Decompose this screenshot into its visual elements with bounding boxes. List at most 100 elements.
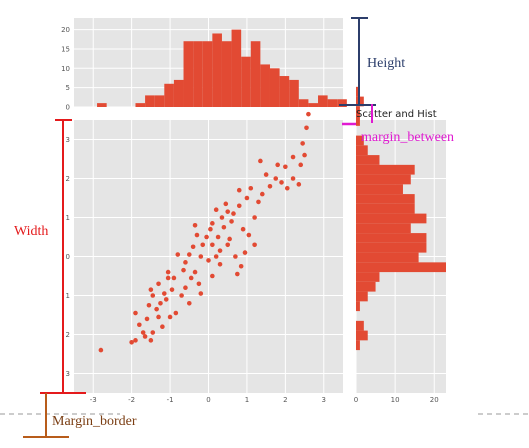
scatter-point	[200, 242, 206, 248]
margin-border-marker: Margin_border	[0, 393, 529, 438]
right-histogram-bar	[356, 330, 368, 341]
right-histogram-bar	[356, 145, 368, 156]
right-histogram-bar	[356, 135, 364, 146]
right-histogram-bar	[356, 106, 360, 117]
scatter-point	[148, 287, 154, 292]
scatter-point	[179, 293, 184, 298]
scatter-point	[198, 291, 204, 296]
scatter-x-tick-label: -2	[128, 396, 135, 404]
scatter-point	[248, 185, 254, 191]
scatter-point	[263, 172, 269, 177]
scatter-point	[300, 141, 305, 146]
scatter-point	[150, 293, 156, 298]
chart-title: Scatter and Hist	[356, 109, 437, 120]
margin-between-marker: margin_between	[342, 104, 454, 145]
width-marker: Width	[14, 119, 86, 394]
scatter-point	[144, 316, 150, 322]
scatter-point	[283, 164, 288, 170]
scatter-point	[129, 340, 134, 345]
scatter-point	[175, 252, 181, 257]
scatter-point	[225, 209, 231, 214]
right-histogram-bar	[356, 291, 368, 302]
top-y-tick-label: 20	[61, 26, 70, 34]
scatter-y-tick-label: 1	[66, 292, 70, 300]
scatter-point	[306, 111, 311, 117]
top-histogram: 0 5 10 15 20	[61, 18, 347, 112]
scatter-point	[252, 215, 257, 220]
scatter-point	[133, 310, 138, 316]
scatter-point	[183, 285, 188, 291]
right-histogram-bar	[356, 86, 360, 97]
scatter-point	[242, 250, 248, 255]
scatter-point	[296, 182, 302, 187]
scatter-point	[215, 234, 221, 240]
scatter-point	[206, 258, 211, 263]
scatter-y-tick-label: 3	[66, 136, 70, 144]
right-histogram-bar	[356, 223, 411, 234]
right-histogram-bar	[356, 320, 364, 331]
scatter-point	[196, 281, 202, 287]
top-histogram-bar	[135, 103, 146, 107]
scatter-points	[98, 111, 311, 353]
scatter-point	[204, 234, 209, 240]
scatter-point	[304, 125, 309, 131]
right-histogram-bar	[356, 301, 360, 312]
scatter-point	[165, 269, 171, 275]
scatter-y-tick-label: 1	[66, 214, 70, 222]
right-histogram-bar	[356, 233, 427, 243]
scatter-grid	[74, 120, 343, 393]
scatter-point	[154, 306, 159, 312]
scatter-point	[236, 203, 242, 209]
right-histogram-bars	[356, 86, 446, 351]
height-marker: Height	[339, 17, 405, 106]
scatter-x-tick-label: 1	[245, 396, 249, 404]
scatter-x-tick-label: -1	[167, 396, 174, 404]
top-histogram-bar	[221, 41, 232, 107]
scatter-point	[219, 215, 225, 220]
scatter-point	[275, 162, 280, 168]
top-histogram-bar	[212, 33, 222, 108]
scatter-y-ticks: 3 2 1 0 1 2 3	[66, 136, 70, 378]
scatter-point	[194, 232, 200, 238]
scatter-point	[240, 226, 246, 232]
top-histogram-bar	[164, 83, 174, 107]
scatter-point	[198, 254, 204, 259]
right-histogram-ticks: 0 10 20	[354, 396, 439, 404]
top-y-tick-label: 15	[61, 45, 70, 53]
scatter-point	[140, 330, 146, 335]
scatter-point	[267, 184, 273, 189]
scatter-point	[186, 301, 192, 306]
scatter-point	[192, 269, 198, 275]
scatter-point	[171, 275, 177, 281]
scatter-x-ticks: -3 -2 -1 0 1 2 3	[90, 396, 326, 404]
scatter-point	[142, 334, 148, 339]
right-histogram-bar	[356, 203, 415, 214]
scatter-point	[156, 281, 161, 287]
scatter-plot: -3 -2 -1 0 1 2 3 3 2 1 0 1 2 3	[66, 111, 343, 404]
scatter-point	[258, 158, 263, 164]
top-histogram-bar	[298, 99, 309, 107]
top-histogram-bar	[183, 41, 194, 107]
top-histogram-bar	[145, 95, 155, 107]
right-histogram-bar	[356, 194, 415, 204]
scatter-point	[260, 191, 265, 197]
scatter-point	[246, 232, 252, 238]
right-histogram-bar	[356, 242, 427, 253]
right-histogram-bar	[356, 272, 380, 282]
margin-border-label: Margin_border	[52, 414, 137, 429]
scatter-point	[236, 187, 242, 193]
right-x-tick-label: 0	[354, 396, 358, 404]
scatter-point	[156, 314, 161, 320]
top-histogram-bars	[97, 29, 347, 108]
top-histogram-bar	[289, 79, 299, 107]
top-y-tick-label: 5	[66, 84, 70, 92]
scatter-point	[162, 291, 167, 296]
scatter-point	[210, 273, 215, 279]
scatter-x-tick-label: 3	[322, 396, 326, 404]
scatter-point	[229, 219, 234, 224]
scatter-x-tick-label: 0	[206, 396, 210, 404]
top-histogram-bar	[173, 79, 184, 107]
scatter-point	[181, 267, 186, 273]
